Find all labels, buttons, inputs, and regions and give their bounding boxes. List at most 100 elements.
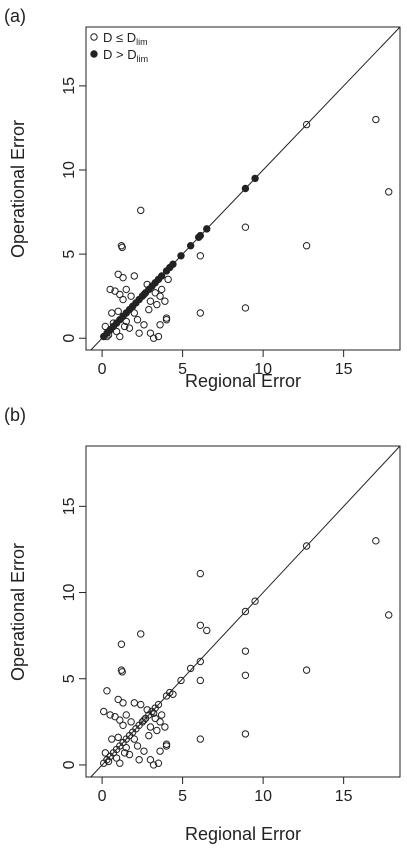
x-axis-title-a: Regional Error xyxy=(185,371,301,391)
data-point-open xyxy=(149,761,158,769)
data-point-filled xyxy=(177,252,185,260)
data-point-filled xyxy=(169,260,177,268)
data-point-open xyxy=(137,700,145,709)
legend-marker-open xyxy=(90,33,98,41)
data-point-open xyxy=(112,754,121,762)
identity-line xyxy=(90,445,401,778)
data-point-open xyxy=(196,735,205,743)
data-point-filled xyxy=(241,184,250,193)
data-point-open xyxy=(146,756,155,764)
data-point-open xyxy=(154,332,163,341)
data-point-filled xyxy=(251,174,259,183)
x-tick-label: 15 xyxy=(335,788,353,805)
data-point-open xyxy=(149,709,158,717)
data-point-open xyxy=(116,759,124,767)
x-tick-label: 0 xyxy=(98,361,107,378)
data-point-open xyxy=(122,285,130,294)
plot-frame-b xyxy=(85,445,401,778)
data-point-filled xyxy=(203,225,211,233)
data-point-open xyxy=(108,309,116,317)
data-point-open xyxy=(120,322,129,331)
y-tick-label: 10 xyxy=(61,584,78,602)
data-point-open xyxy=(135,329,143,337)
data-point-open xyxy=(196,252,205,260)
data-point-open xyxy=(125,324,134,332)
data-point-open xyxy=(146,723,155,731)
data-point-open xyxy=(140,716,148,724)
data-point-open xyxy=(177,676,185,685)
data-point-open xyxy=(162,316,171,324)
data-point-open xyxy=(127,718,135,726)
data-point-open xyxy=(302,542,311,550)
panel-b: (b) 0 5 10 15 0 5 10 15 Regional Error Operatio… xyxy=(4,405,401,844)
data-point-open xyxy=(153,300,161,309)
data-point-open xyxy=(130,272,139,280)
data-point-open xyxy=(130,309,139,317)
x-tick-label: 5 xyxy=(178,788,187,805)
data-point-open xyxy=(372,537,380,545)
data-point-open xyxy=(186,664,195,673)
data-point-open xyxy=(114,695,122,704)
data-point-filled xyxy=(196,231,205,240)
data-point-open xyxy=(116,716,124,724)
data-point-open xyxy=(302,120,311,129)
data-point-open xyxy=(162,742,171,750)
data-point-open xyxy=(119,273,127,282)
data-point-open xyxy=(135,756,143,764)
data-point-open xyxy=(164,275,172,284)
x-tick-label: 15 xyxy=(335,361,353,378)
data-point-open xyxy=(169,690,177,698)
data-point-open xyxy=(161,723,169,731)
data-point-open xyxy=(103,687,111,695)
data-point-open xyxy=(146,329,155,337)
data-point-open xyxy=(119,699,127,707)
x-tick-label: 0 xyxy=(98,788,107,805)
data-point-open xyxy=(241,223,250,231)
data-point-open xyxy=(203,626,211,635)
y-tick-label: 15 xyxy=(61,497,78,515)
data-point-open xyxy=(241,607,250,616)
data-point-open xyxy=(111,712,119,721)
data-point-open xyxy=(116,332,124,341)
y-tick-label: 0 xyxy=(61,334,78,343)
data-point-open xyxy=(241,647,250,655)
axes-b: 0 5 10 15 0 5 10 15 xyxy=(61,497,353,805)
data-point-open xyxy=(156,718,164,726)
data-point-open xyxy=(151,289,159,297)
marks-a xyxy=(90,26,401,351)
legend-label: D > Dlim xyxy=(103,47,148,64)
x-tick-label: 10 xyxy=(254,361,272,378)
data-point-open xyxy=(114,733,122,742)
data-point-open xyxy=(118,243,126,252)
y-tick-label: 5 xyxy=(61,250,78,259)
legend-label: D ≤ Dlim xyxy=(103,30,148,47)
data-point-open xyxy=(106,285,114,294)
data-point-open xyxy=(146,297,155,305)
data-point-open xyxy=(196,569,205,578)
data-point-open xyxy=(101,749,110,757)
x-tick-label: 10 xyxy=(254,788,272,805)
data-point-open xyxy=(145,731,153,740)
y-tick-label: 0 xyxy=(61,760,78,769)
data-point-open xyxy=(100,707,108,716)
data-point-open xyxy=(111,287,119,295)
legend-marker-filled xyxy=(90,50,98,58)
data-point-open xyxy=(133,742,142,750)
data-point-open xyxy=(137,630,145,638)
data-point-open xyxy=(130,699,139,707)
data-point-open xyxy=(140,321,148,329)
data-point-open xyxy=(196,621,205,629)
data-point-open xyxy=(241,671,250,679)
data-point-open xyxy=(161,297,169,305)
panel-label-b: (b) xyxy=(4,405,26,425)
data-point-open xyxy=(117,640,126,648)
data-point-open xyxy=(119,721,127,729)
data-point-open xyxy=(372,115,380,124)
data-point-open xyxy=(140,747,148,755)
data-point-open xyxy=(100,759,108,767)
plot-frame-a xyxy=(85,26,401,351)
y-axis-title-b: Operational Error xyxy=(8,543,28,681)
